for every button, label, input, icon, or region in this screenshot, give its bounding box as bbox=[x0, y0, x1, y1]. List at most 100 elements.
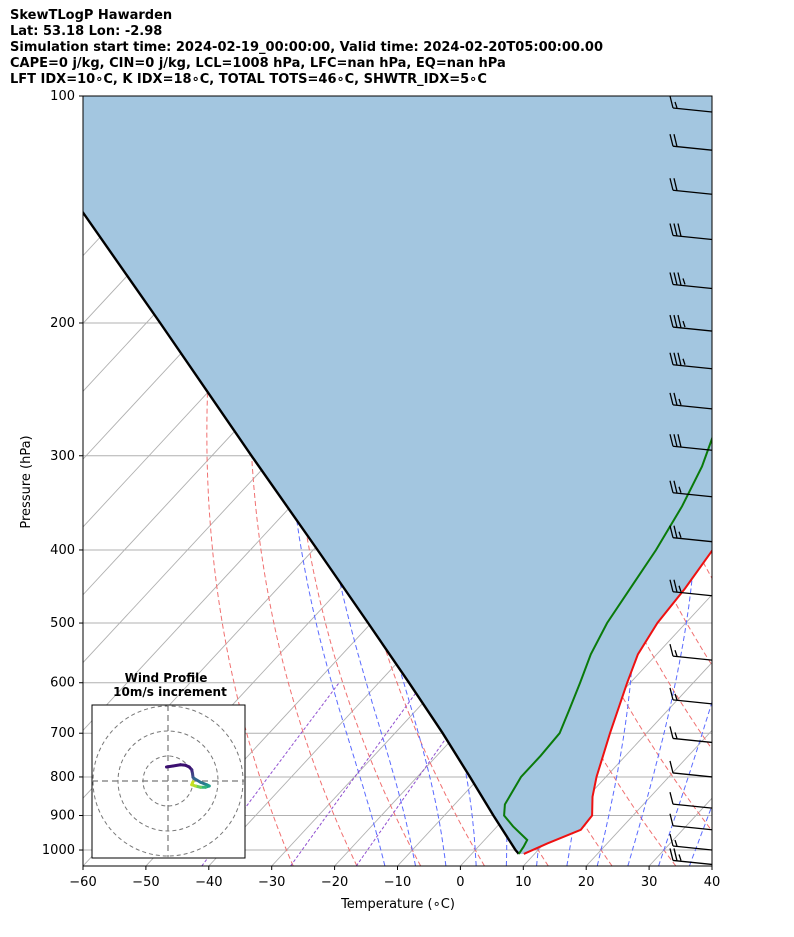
barb-flag bbox=[673, 352, 678, 366]
barb-flag bbox=[669, 813, 674, 826]
barb-half-flag bbox=[682, 320, 686, 328]
y-tick-label: 500 bbox=[50, 616, 75, 631]
hodograph-segment bbox=[190, 780, 195, 787]
wind-barb bbox=[669, 480, 713, 498]
barb-flag bbox=[673, 525, 678, 539]
barb-flag bbox=[677, 352, 682, 366]
barb-flag bbox=[669, 579, 674, 592]
barb-flag bbox=[669, 272, 674, 285]
barb-half-flag bbox=[674, 732, 678, 739]
x-tick-label: −10 bbox=[384, 875, 411, 890]
barb-flag bbox=[669, 687, 674, 701]
barb-staff bbox=[672, 283, 713, 290]
barb-half-flag bbox=[678, 398, 682, 406]
x-axis-label: Temperature (∘C) bbox=[340, 897, 455, 912]
dry-adiabat-line bbox=[508, 96, 712, 750]
wind-barb bbox=[669, 760, 713, 778]
barb-flag bbox=[673, 579, 678, 593]
barb-half-flag bbox=[678, 486, 682, 493]
barb-flag bbox=[669, 792, 674, 805]
barb-staff bbox=[672, 145, 713, 151]
barb-flag bbox=[669, 178, 674, 191]
barb-half-flag bbox=[682, 278, 686, 285]
barb-flag bbox=[669, 760, 674, 774]
y-tick-label: 100 bbox=[50, 89, 75, 104]
wind-barb bbox=[669, 833, 713, 851]
x-tick-label: −20 bbox=[321, 875, 348, 890]
isotherm-line bbox=[522, 661, 712, 866]
y-tick-label: 300 bbox=[50, 449, 75, 464]
x-tick-label: 10 bbox=[515, 875, 532, 890]
y-tick-label: 200 bbox=[50, 316, 75, 331]
x-tick-label: −40 bbox=[195, 875, 222, 890]
dry-adiabat-line bbox=[737, 96, 794, 866]
y-tick-label: 700 bbox=[50, 726, 75, 741]
wind-barb bbox=[669, 687, 713, 705]
wind-barbs bbox=[669, 95, 713, 866]
barb-flag bbox=[669, 525, 674, 538]
barb-flag bbox=[669, 848, 674, 861]
barb-half-flag bbox=[678, 585, 682, 592]
y-tick-label: 600 bbox=[50, 676, 75, 691]
x-tick-label: 30 bbox=[641, 875, 658, 890]
x-tick-label: −50 bbox=[132, 875, 159, 890]
isotherm-line bbox=[711, 865, 712, 866]
isotherm-line bbox=[775, 96, 794, 866]
moist-adiabat-line bbox=[688, 804, 712, 866]
barb-flag bbox=[669, 392, 674, 406]
y-tick-label: 900 bbox=[50, 809, 75, 824]
barb-staff bbox=[672, 107, 713, 113]
x-tick-label: −30 bbox=[258, 875, 285, 890]
barb-half-flag bbox=[678, 531, 682, 538]
y-tick-label: 400 bbox=[50, 543, 75, 558]
barb-staff bbox=[672, 364, 713, 370]
wind-barb bbox=[669, 314, 713, 332]
barb-staff bbox=[672, 591, 713, 597]
wind-barb bbox=[669, 726, 713, 744]
barb-half-flag bbox=[674, 101, 678, 109]
axes: 1000 900 800 700 600 500 400 300 200 100 −60 −50 −40… bbox=[42, 89, 720, 890]
wind-barb bbox=[669, 792, 713, 809]
hodograph-subtitle: 10m/s increment bbox=[113, 685, 227, 699]
barb-flag bbox=[673, 134, 678, 147]
barb-flag bbox=[673, 392, 678, 406]
barb-flag bbox=[669, 223, 674, 236]
y-tick-label: 800 bbox=[50, 770, 75, 785]
x-tick-label: −60 bbox=[69, 875, 96, 890]
barb-flag bbox=[673, 434, 678, 447]
moist-adiabat-line bbox=[720, 96, 794, 866]
chart-title: SkewTLogP Hawarden bbox=[10, 8, 173, 23]
time-line: Simulation start time: 2024-02-19_00:00:… bbox=[10, 40, 603, 55]
wind-barb bbox=[669, 178, 713, 195]
barb-flag bbox=[673, 272, 678, 286]
wind-barb bbox=[669, 352, 713, 370]
barb-flag bbox=[669, 352, 674, 365]
wind-barb bbox=[669, 813, 713, 831]
barb-staff bbox=[672, 825, 713, 831]
barb-staff bbox=[672, 404, 713, 410]
location-line: Lat: 53.18 Lon: -2.98 bbox=[10, 24, 163, 39]
barb-flag bbox=[677, 434, 682, 448]
dewpoint-profile-line bbox=[503, 435, 712, 855]
barb-flag bbox=[673, 223, 678, 237]
indices-line-2: LFT IDX=10∘C, K IDX=18∘C, TOTAL TOTS=46∘… bbox=[10, 72, 487, 87]
cin-shading bbox=[83, 96, 712, 854]
parcel-profile-line bbox=[83, 210, 520, 855]
barb-flag bbox=[669, 833, 674, 847]
barb-half-flag bbox=[674, 839, 678, 847]
y-tick-label: 1000 bbox=[42, 843, 75, 858]
x-tick-label: 40 bbox=[704, 875, 721, 890]
isotherm-line bbox=[585, 729, 712, 866]
barb-half-flag bbox=[674, 649, 678, 657]
barb-staff bbox=[672, 737, 713, 744]
barb-flag bbox=[669, 134, 674, 147]
hodograph-inset: Wind Profile 10m/s increment bbox=[91, 671, 246, 859]
barb-staff bbox=[672, 537, 713, 543]
barb-flag bbox=[669, 480, 674, 493]
barb-flag bbox=[677, 272, 682, 286]
barb-staff bbox=[672, 859, 713, 866]
barb-half-flag bbox=[678, 854, 682, 861]
barb-flag bbox=[673, 848, 678, 861]
barb-staff bbox=[672, 803, 713, 809]
